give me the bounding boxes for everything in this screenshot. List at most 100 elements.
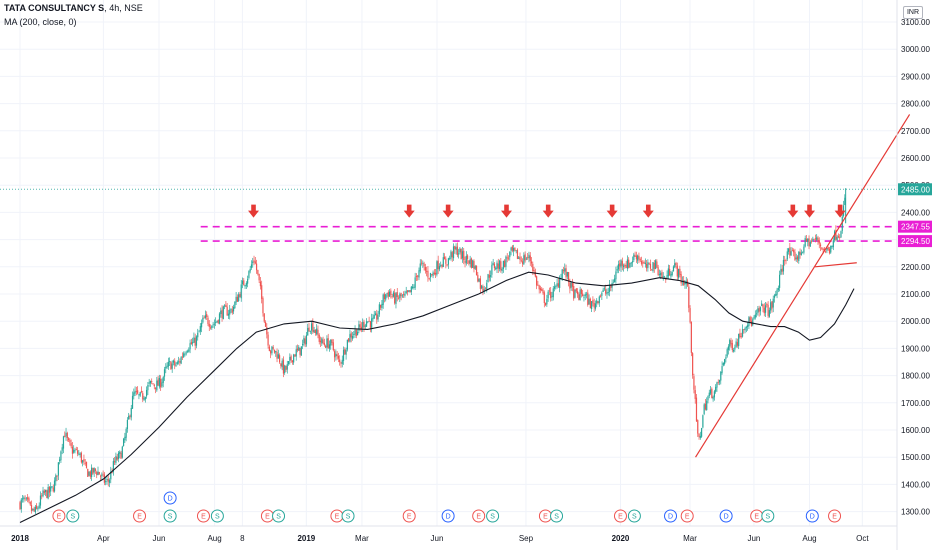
candle-body — [131, 395, 134, 409]
candle-body — [293, 354, 295, 363]
symbol-title[interactable]: TATA CONSULTANCY S, 4h, NSE — [4, 3, 143, 13]
candle-body — [29, 502, 31, 505]
candle-body — [704, 403, 707, 410]
candle-body — [273, 349, 276, 353]
candle-body — [257, 269, 259, 275]
event-marker-e: E — [472, 509, 486, 523]
candle-body — [199, 326, 201, 332]
candle-body — [82, 460, 84, 463]
candle-body — [709, 389, 712, 394]
candle-body — [653, 263, 655, 269]
candle-body — [492, 263, 494, 265]
candle-body — [436, 261, 438, 275]
candle-body — [262, 298, 264, 314]
candle-body — [80, 452, 82, 463]
arrow-down-icon — [642, 204, 654, 218]
candle-body — [692, 353, 694, 376]
candle-body — [732, 349, 735, 352]
candle-body — [349, 334, 351, 342]
candle-body — [602, 289, 604, 292]
candle-body — [637, 255, 639, 261]
event-circle — [441, 509, 455, 523]
candle-body — [230, 308, 232, 310]
candle-body — [415, 276, 418, 278]
candle-body — [28, 498, 30, 502]
candle-body — [342, 349, 345, 361]
candle-body — [401, 295, 403, 297]
candle-body — [184, 353, 186, 355]
candle-body — [525, 258, 528, 260]
candle-body — [30, 505, 33, 511]
candle-body — [200, 323, 203, 328]
candle-body — [465, 255, 467, 264]
candle-body — [78, 453, 80, 455]
candle-body — [445, 258, 447, 264]
candle-body — [495, 267, 497, 270]
event-marker-s: S — [163, 509, 177, 523]
candle-body — [836, 236, 838, 241]
candle-body — [500, 261, 502, 271]
candle-body — [634, 255, 636, 257]
candle-body — [642, 262, 644, 264]
candle-body — [147, 385, 149, 391]
candle-body — [426, 271, 428, 272]
candle-body — [617, 264, 620, 270]
candle-body — [582, 293, 584, 297]
candle-body — [172, 360, 175, 363]
y-tick-label: 1900.00 — [901, 344, 930, 353]
candle-body — [171, 363, 173, 369]
candle-body — [669, 268, 671, 276]
y-tick-label: 1400.00 — [901, 480, 930, 489]
candle-body — [61, 447, 63, 451]
event-marker-d: D — [441, 509, 455, 523]
candle-body — [23, 497, 25, 500]
candle-body — [309, 330, 311, 332]
candle-body — [202, 317, 204, 323]
event-marker-d: D — [805, 509, 819, 523]
candle-body — [236, 296, 238, 302]
candle-body — [405, 291, 407, 294]
candle-body — [124, 436, 126, 441]
candle-body — [621, 260, 623, 266]
candle-body — [50, 486, 52, 492]
event-marker-d: D — [719, 509, 733, 523]
candle-body — [143, 398, 145, 400]
candle-body — [684, 282, 686, 285]
candle-body — [767, 304, 769, 316]
event-letter: S — [168, 514, 173, 521]
candle-body — [21, 498, 24, 500]
candle-body — [722, 362, 724, 366]
candle-body — [192, 342, 194, 344]
candle-body — [506, 257, 508, 259]
candle-body — [736, 342, 739, 346]
event-letter: S — [276, 514, 281, 521]
time-axis[interactable]: 2018 Apr Jun Aug 8 2019 Mar Jun Sep 2020 Mar Jun Aug… — [11, 534, 932, 543]
candle-body — [303, 338, 305, 344]
candle-body — [229, 309, 231, 315]
candle-body — [491, 264, 493, 275]
candle-body — [52, 487, 54, 492]
candle-body — [138, 394, 140, 396]
candle-body — [833, 231, 836, 241]
indicator-legend[interactable]: MA (200, close, 0) — [4, 17, 77, 27]
candle-body — [782, 259, 785, 272]
candle-body — [295, 349, 297, 357]
candle-body — [418, 270, 420, 278]
candle-body — [360, 326, 363, 329]
candle-body — [460, 248, 462, 260]
currency-label[interactable]: INR — [902, 6, 923, 19]
candle-body — [209, 327, 212, 329]
candle-body — [403, 294, 405, 296]
candle-body — [805, 238, 808, 241]
candle-body — [556, 283, 558, 287]
candle-body — [358, 324, 360, 331]
candle-body — [364, 325, 366, 327]
candle-body — [803, 246, 805, 253]
y-tick-label: 1600.00 — [901, 426, 930, 435]
candle-body — [779, 274, 781, 288]
x-tick-label: Jun — [747, 534, 760, 543]
price-axis[interactable]: 3100.00 3000.00 2900.00 2800.00 2700.00 2600.… — [901, 18, 930, 517]
candle-body — [345, 349, 347, 355]
candle-body — [464, 261, 466, 263]
